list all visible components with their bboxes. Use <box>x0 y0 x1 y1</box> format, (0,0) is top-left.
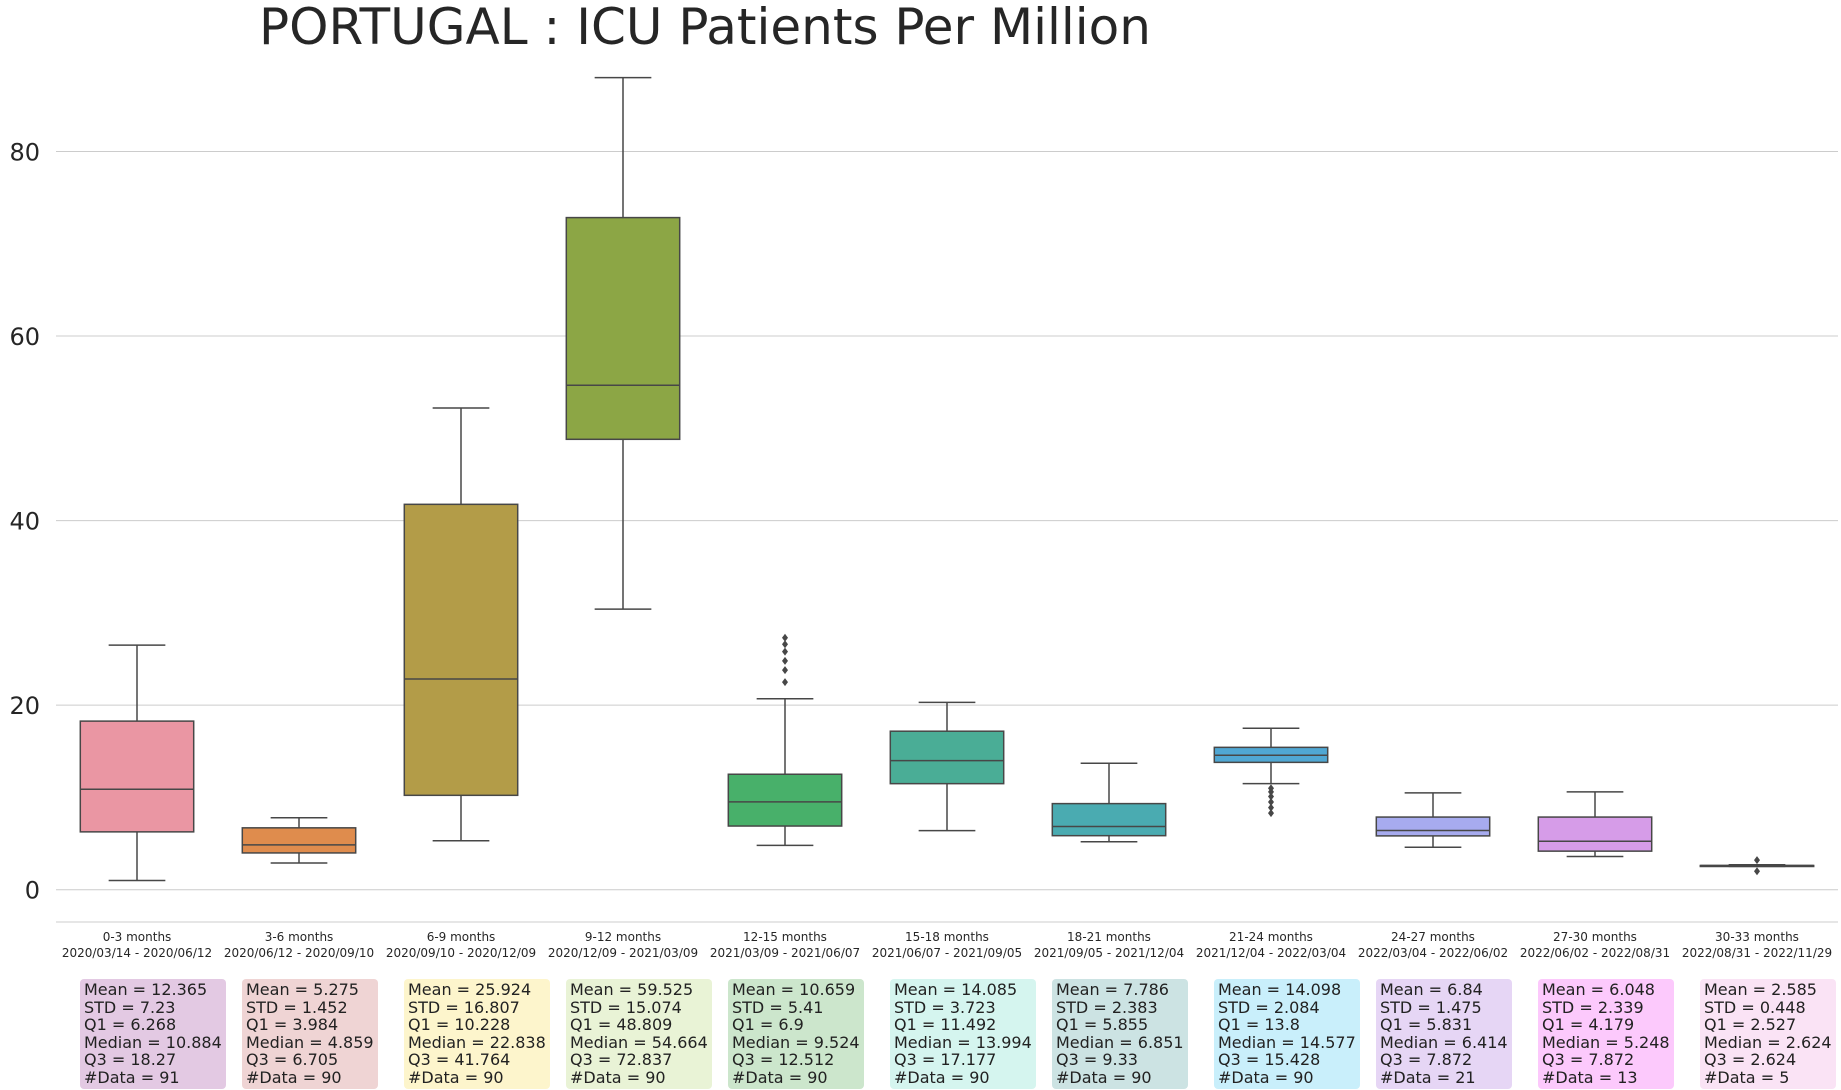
outlier-point <box>782 647 788 656</box>
box-21-24-months <box>1213 727 1329 818</box>
x-tick-date-range: 2020/12/09 - 2021/03/09 <box>548 946 698 960</box>
outlier-point <box>1754 856 1760 865</box>
box-plot-chart: PORTUGAL : ICU Patients Per Million 0 20 4… <box>9 0 1838 960</box>
iqr-box <box>1537 816 1653 852</box>
outlier-point <box>782 678 788 687</box>
outlier-point <box>782 666 788 675</box>
x-tick-date-range: 2020/06/12 - 2020/09/10 <box>224 946 374 960</box>
box-9-12-months <box>565 76 681 610</box>
outlier-point <box>1754 867 1760 876</box>
box-12-15-months <box>727 633 843 847</box>
box-18-21-months <box>1051 762 1167 843</box>
iqr-box <box>403 503 519 797</box>
x-tick-label: 27-30 months <box>1553 930 1637 944</box>
y-tick-label: 0 <box>25 877 40 905</box>
x-tick-label: 12-15 months <box>743 930 827 944</box>
x-tick-label: 21-24 months <box>1229 930 1313 944</box>
x-tick-label: 0-3 months <box>103 930 172 944</box>
x-tick-label: 30-33 months <box>1715 930 1799 944</box>
box-15-18-months <box>889 701 1005 832</box>
stats-box: Mean = 6.84 STD = 1.475 Q1 = 5.831 Media… <box>1376 979 1512 1089</box>
x-tick-label: 9-12 months <box>585 930 661 944</box>
x-tick-date-range: 2021/09/05 - 2021/12/04 <box>1034 946 1184 960</box>
x-tick-date-range: 2020/03/14 - 2020/06/12 <box>62 946 212 960</box>
stats-box: Mean = 10.659 STD = 5.41 Q1 = 6.9 Median… <box>728 979 864 1089</box>
x-tick-date-range: 2021/12/04 - 2022/03/04 <box>1196 946 1346 960</box>
x-tick-label: 24-27 months <box>1391 930 1475 944</box>
x-tick-date-range: 2022/06/02 - 2022/08/31 <box>1520 946 1670 960</box>
x-tick-label: 6-9 months <box>427 930 496 944</box>
stats-box: Mean = 12.365 STD = 7.23 Q1 = 6.268 Medi… <box>80 979 226 1089</box>
iqr-box <box>79 720 195 833</box>
y-tick-label: 40 <box>9 508 40 536</box>
iqr-box <box>241 827 357 854</box>
y-tick-label: 80 <box>9 139 40 167</box>
box-24-27-months <box>1375 792 1491 849</box>
stats-box: Mean = 14.098 STD = 2.084 Q1 = 13.8 Medi… <box>1214 979 1360 1089</box>
y-tick-label: 60 <box>9 323 40 351</box>
x-tick-label: 3-6 months <box>265 930 334 944</box>
outlier-point <box>782 656 788 665</box>
iqr-box <box>1051 802 1167 837</box>
iqr-box <box>889 730 1005 785</box>
box-6-9-months <box>403 407 519 842</box>
outlier-point <box>1268 809 1274 818</box>
outlier-point <box>1268 803 1274 812</box>
x-tick-date-range: 2022/03/04 - 2022/06/02 <box>1358 946 1508 960</box>
outlier-point <box>1268 798 1274 807</box>
x-tick-label: 15-18 months <box>905 930 989 944</box>
stats-box: Mean = 2.585 STD = 0.448 Q1 = 2.527 Medi… <box>1700 979 1836 1089</box>
outlier-point <box>1268 784 1274 793</box>
x-tick-date-range: 2022/08/31 - 2022/11/29 <box>1682 946 1832 960</box>
stats-box: Mean = 7.786 STD = 2.383 Q1 = 5.855 Medi… <box>1052 979 1188 1089</box>
box-27-30-months <box>1537 791 1653 858</box>
outlier-point <box>1268 792 1274 801</box>
box-30-33-months <box>1699 856 1815 876</box>
box-3-6-months <box>241 816 357 864</box>
box-0-3-months <box>79 644 195 882</box>
stats-box: Mean = 14.085 STD = 3.723 Q1 = 11.492 Me… <box>890 979 1036 1089</box>
x-tick-date-range: 2021/06/07 - 2021/09/05 <box>872 946 1022 960</box>
x-tick-label: 18-21 months <box>1067 930 1151 944</box>
stats-box: Mean = 59.525 STD = 15.074 Q1 = 48.809 M… <box>566 979 712 1089</box>
outlier-point <box>782 640 788 649</box>
chart-title: PORTUGAL : ICU Patients Per Million <box>259 0 1151 56</box>
iqr-box <box>565 216 681 441</box>
stats-box: Mean = 6.048 STD = 2.339 Q1 = 4.179 Medi… <box>1538 979 1674 1089</box>
stats-box: Mean = 25.924 STD = 16.807 Q1 = 10.228 M… <box>404 979 550 1089</box>
x-tick-date-range: 2020/09/10 - 2020/12/09 <box>386 946 536 960</box>
iqr-box <box>1375 816 1491 837</box>
x-tick-date-range: 2021/03/09 - 2021/06/07 <box>710 946 860 960</box>
y-tick-label: 20 <box>9 692 40 720</box>
outlier-point <box>782 633 788 642</box>
iqr-box <box>727 773 843 827</box>
stats-box: Mean = 5.275 STD = 1.452 Q1 = 3.984 Medi… <box>242 979 378 1089</box>
